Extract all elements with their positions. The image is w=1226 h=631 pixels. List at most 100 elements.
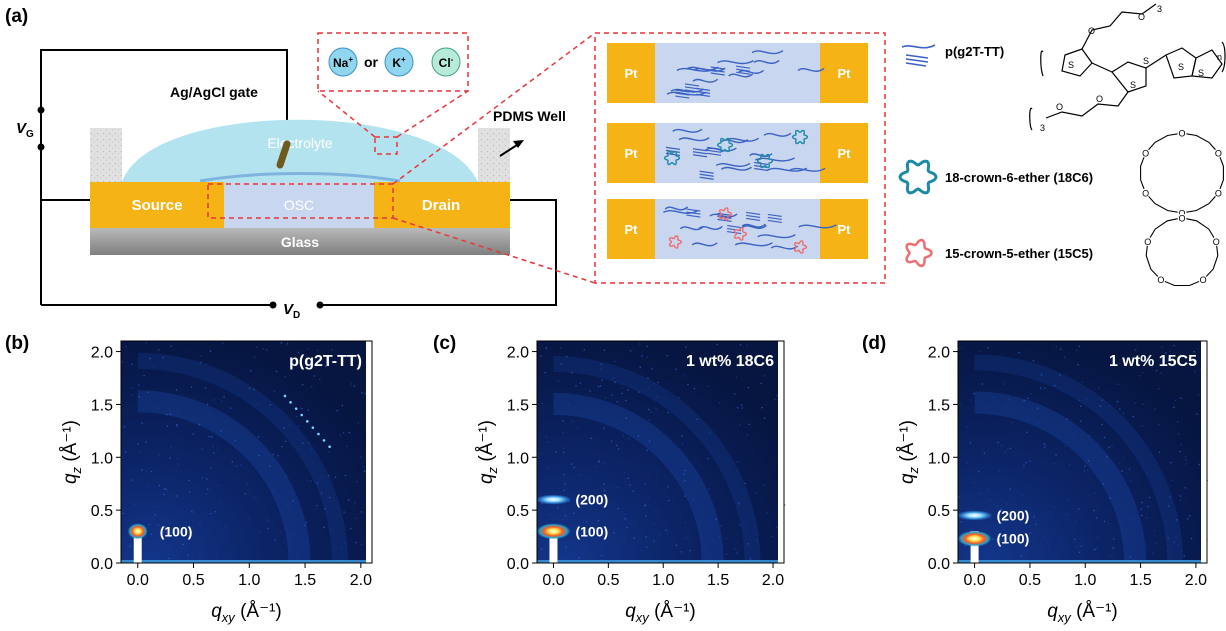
polymer-chain [666,91,707,96]
plot-frame [120,340,373,564]
noise-pixel [582,521,584,523]
x-tick-label: 0.0 [542,572,564,589]
noise-pixel [1074,538,1076,540]
noise-pixel [121,361,123,363]
noise-pixel [307,479,309,482]
noise-pixel [1185,456,1187,458]
noise-pixel [1087,469,1089,472]
x-tick-label: 0.5 [1019,572,1041,589]
noise-pixel [212,399,215,401]
noise-pixel [734,393,736,395]
noise-pixel [1060,463,1062,465]
noise-pixel [747,543,749,545]
noise-pixel [220,400,223,402]
peak-label: (100) [160,523,193,539]
noise-pixel [1116,400,1119,403]
noise-pixel [266,519,268,522]
noise-pixel [1147,506,1149,508]
diffraction-peak [127,523,148,540]
x-tick-label: 1.5 [294,572,316,589]
noise-pixel [1004,452,1006,454]
noise-pixel [1077,364,1079,366]
noise-pixel [316,504,318,507]
noise-pixel [741,407,743,409]
noise-pixel [681,435,683,437]
noise-pixel [1142,371,1144,374]
polymer-legend-label: p(g2T-TT) [945,44,1004,59]
noise-pixel [355,542,357,544]
noise-pixel [1118,462,1121,465]
noise-pixel [178,463,180,465]
noise-pixel [146,484,148,486]
vd-terminal-left [269,301,277,309]
noise-pixel [225,527,228,529]
noise-pixel [684,469,687,472]
oxygen-atom-label: O [1142,188,1149,198]
noise-pixel [353,385,356,387]
noise-pixel [229,407,232,409]
noise-pixel [226,430,228,432]
ag-agcl-gate [276,140,291,169]
noise-pixel [543,481,545,484]
noise-pixel [210,512,212,515]
noise-pixel [735,376,737,379]
polymer-chain [797,67,825,72]
noise-pixel [644,483,646,485]
noise-pixel [651,368,653,370]
noise-pixel [655,408,657,410]
noise-pixel [288,424,291,426]
noise-pixel [244,493,247,495]
scattering-background [121,341,372,563]
noise-pixel [258,531,261,533]
noise-pixel [314,481,316,483]
noise-pixel [240,464,242,466]
pt-electrode-right [820,199,868,259]
oxygen-atom-bg [1213,188,1223,198]
noise-pixel [1000,508,1002,511]
noise-pixel [281,446,283,448]
noise-pixel [1010,421,1013,424]
noise-pixel [1101,399,1103,401]
pt-label-right: Pt [838,146,852,161]
svg-text:O: O [1096,94,1103,104]
noise-pixel [685,346,687,348]
noise-pixel [763,484,766,487]
noise-pixel [741,404,743,406]
oxygen-atom-bg [1141,148,1151,158]
noise-pixel [761,407,763,409]
noise-pixel [564,514,567,517]
noise-pixel [210,467,212,469]
noise-pixel [1175,536,1177,538]
noise-pixel [577,427,579,429]
noise-pixel [1087,459,1090,462]
noise-pixel [269,403,271,406]
crown-15c5-molecule [733,227,748,241]
noise-pixel [272,453,274,456]
noise-pixel [283,427,285,429]
noise-pixel [710,360,713,363]
crown-18c6-icon [898,159,938,195]
noise-pixel [190,386,193,388]
noise-pixel [1080,545,1083,547]
noise-pixel [720,525,722,527]
noise-pixel [310,448,312,451]
noise-pixel [1025,461,1027,464]
noise-pixel [313,375,315,377]
x-tick-label: 1.5 [707,572,729,589]
noise-pixel [646,345,648,348]
noise-pixel [125,345,127,348]
noise-pixel [617,507,619,510]
oxygen-atom-label: O [1200,275,1207,285]
y-tick-label: 1.5 [507,397,529,414]
noise-pixel [1113,538,1115,540]
noise-pixel [604,505,606,507]
noise-pixel [1148,496,1151,499]
noise-pixel [1109,497,1111,499]
noise-pixel [1041,554,1043,556]
noise-pixel [279,531,281,534]
noise-pixel [1140,508,1142,510]
noise-pixel [176,424,178,427]
svg-text:O: O [1088,26,1095,36]
x-tick-label: 0.5 [597,572,619,589]
